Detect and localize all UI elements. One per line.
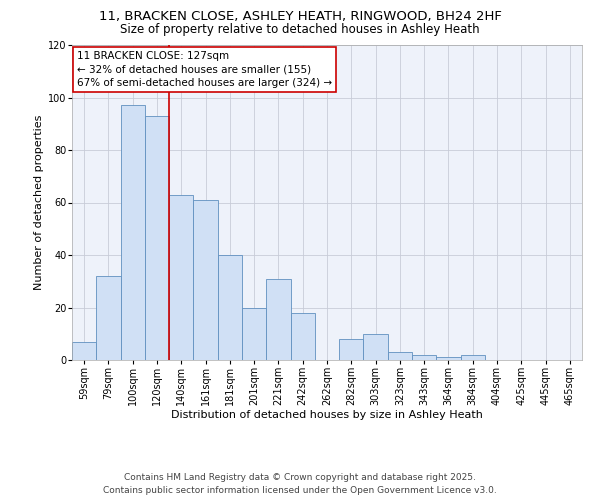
Bar [72,342,96,360]
Bar [169,194,193,360]
Bar [290,313,315,360]
Bar [242,308,266,360]
Bar [218,255,242,360]
Text: 11, BRACKEN CLOSE, ASHLEY HEATH, RINGWOOD, BH24 2HF: 11, BRACKEN CLOSE, ASHLEY HEATH, RINGWOO… [98,10,502,23]
Text: 11 BRACKEN CLOSE: 127sqm
← 32% of detached houses are smaller (155)
67% of semi-: 11 BRACKEN CLOSE: 127sqm ← 32% of detach… [77,52,332,88]
Bar [364,334,388,360]
Bar [412,355,436,360]
Bar [461,355,485,360]
Text: Size of property relative to detached houses in Ashley Heath: Size of property relative to detached ho… [120,22,480,36]
Bar [436,358,461,360]
Bar [388,352,412,360]
X-axis label: Distribution of detached houses by size in Ashley Heath: Distribution of detached houses by size … [171,410,483,420]
Bar [121,106,145,360]
Y-axis label: Number of detached properties: Number of detached properties [34,115,44,290]
Bar [339,339,364,360]
Bar [193,200,218,360]
Bar [96,276,121,360]
Text: Contains HM Land Registry data © Crown copyright and database right 2025.
Contai: Contains HM Land Registry data © Crown c… [103,474,497,495]
Bar [266,278,290,360]
Bar [145,116,169,360]
